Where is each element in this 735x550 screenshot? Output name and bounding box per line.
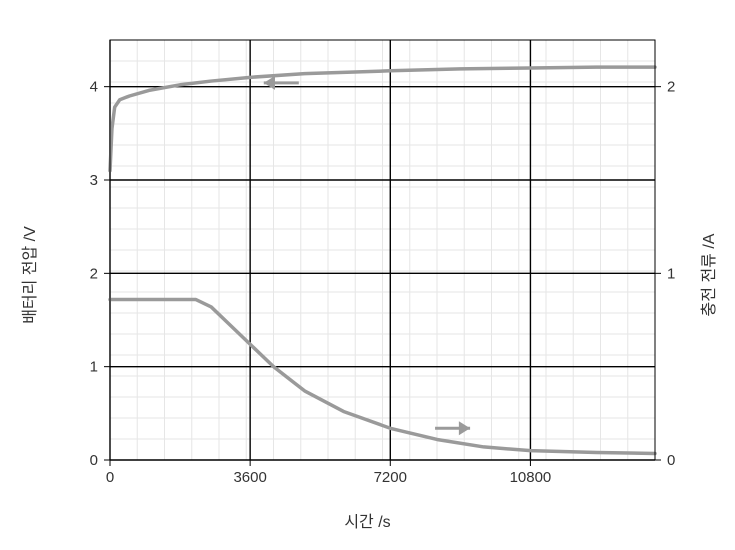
chart-svg: 0 3600 7200 10800 0 1 2 3 4 0 1 2 <box>0 0 735 550</box>
x-tick-label: 7200 <box>374 469 407 486</box>
y-right-tick-label: 2 <box>667 79 675 96</box>
x-tick-label: 3600 <box>233 469 266 486</box>
x-tick-label: 0 <box>106 469 114 486</box>
y-left-tick-label: 0 <box>90 452 98 469</box>
y-left-tick-label: 2 <box>90 265 98 282</box>
y-left-tick-label: 3 <box>90 172 98 189</box>
x-tick-label: 10800 <box>510 469 552 486</box>
minor-grid <box>110 40 655 460</box>
y-right-tick-label: 1 <box>667 265 675 282</box>
y-right-axis-label: 충전 전류 /A <box>695 234 719 317</box>
y-left-axis-label: 배터리 전압 /V <box>16 226 40 324</box>
y-left-tick-label: 1 <box>90 359 98 376</box>
x-axis-label: 시간 /s <box>344 508 390 532</box>
y-right-tick-label: 0 <box>667 452 675 469</box>
y-left-tick-label: 4 <box>90 79 98 96</box>
chart-container: 0 3600 7200 10800 0 1 2 3 4 0 1 2 배터리 전압 /V 충전 전류 /… <box>0 0 735 550</box>
